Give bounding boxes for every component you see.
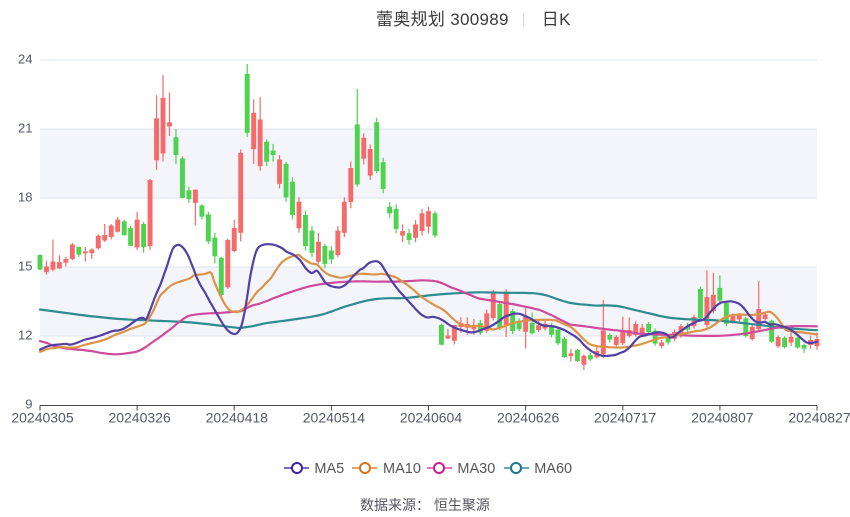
- svg-text:20240326: 20240326: [108, 410, 171, 426]
- svg-text:12: 12: [18, 328, 32, 343]
- svg-text:20240827: 20240827: [788, 410, 850, 426]
- svg-text:20240418: 20240418: [206, 410, 269, 426]
- svg-text:18: 18: [18, 190, 32, 205]
- svg-text:21: 21: [18, 121, 32, 136]
- svg-text:15: 15: [18, 259, 32, 274]
- svg-text:20240807: 20240807: [691, 410, 754, 426]
- svg-text:20240604: 20240604: [400, 410, 463, 426]
- svg-text:9: 9: [25, 397, 32, 412]
- svg-text:24: 24: [18, 52, 32, 67]
- svg-text:20240626: 20240626: [497, 410, 560, 426]
- svg-text:20240514: 20240514: [303, 410, 366, 426]
- svg-text:20240305: 20240305: [11, 410, 74, 426]
- svg-text:20240717: 20240717: [594, 410, 657, 426]
